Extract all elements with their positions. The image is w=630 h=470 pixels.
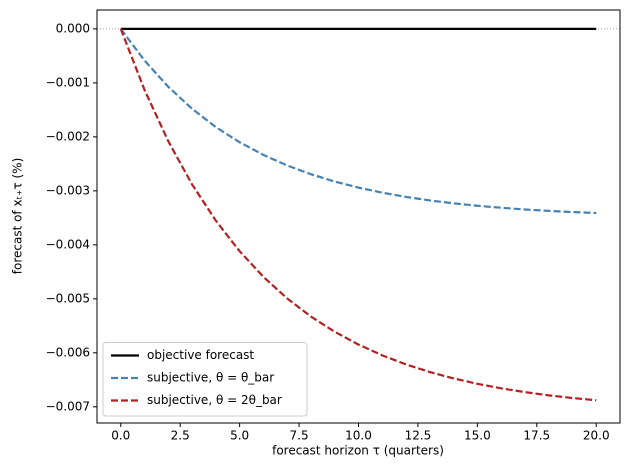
series-line: [119, 28, 597, 402]
x-tick-label: 5.0: [230, 429, 249, 443]
x-axis-label: forecast horizon τ (quarters): [272, 444, 444, 458]
x-tick-label: 15.0: [464, 429, 491, 443]
x-tick-label: 10.0: [345, 429, 372, 443]
y-tick-label: −0.003: [46, 183, 90, 197]
y-tick-label: −0.001: [46, 75, 90, 89]
y-tick-label: −0.007: [46, 399, 90, 413]
series-line: [119, 28, 597, 215]
y-axis-label: forecast of xₜ₊τ (%): [11, 158, 25, 275]
y-tick-label: −0.004: [46, 237, 90, 251]
legend-label: objective forecast: [147, 348, 254, 362]
x-tick-label: 0.0: [111, 429, 130, 443]
x-tick-label: 7.5: [290, 429, 309, 443]
x-tick-label: 20.0: [583, 429, 610, 443]
y-tick-label: −0.005: [46, 291, 90, 305]
y-tick-label: −0.006: [46, 345, 90, 359]
y-tick-label: 0.000: [56, 21, 90, 35]
x-tick-label: 12.5: [405, 429, 432, 443]
plot-frame: [96, 9, 621, 424]
legend-label: subjective, θ = 2θ_bar: [147, 393, 282, 407]
y-tick-label: −0.002: [46, 129, 90, 143]
x-tick-label: 2.5: [171, 429, 190, 443]
x-tick-label: 17.5: [523, 429, 550, 443]
legend-label: subjective, θ = θ_bar: [147, 371, 274, 385]
legend-box: [102, 342, 308, 417]
